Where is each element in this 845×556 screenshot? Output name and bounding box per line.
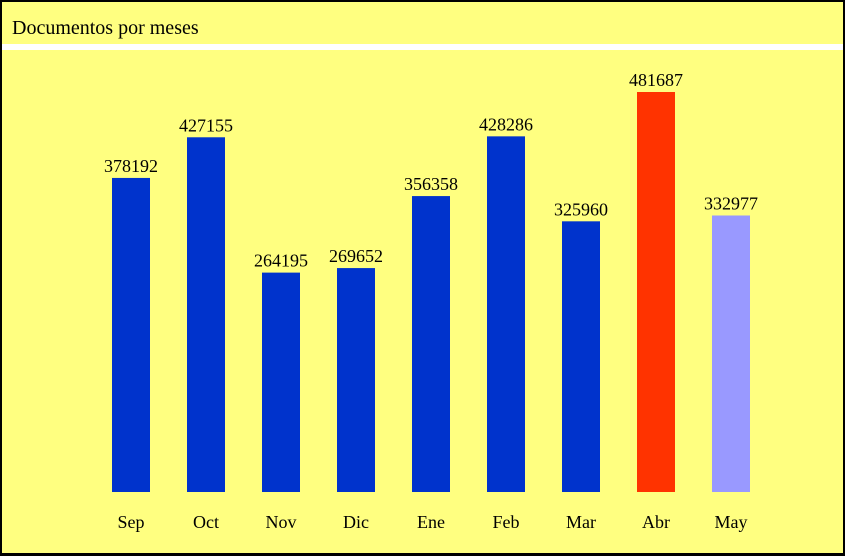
header bbox=[2, 2, 843, 44]
bar bbox=[487, 136, 525, 493]
x-tick-label: Mar bbox=[566, 512, 596, 532]
value-label: 269652 bbox=[329, 246, 383, 266]
x-tick-label: Oct bbox=[193, 512, 219, 532]
bar bbox=[562, 221, 600, 493]
separator bbox=[2, 44, 843, 50]
bar bbox=[112, 177, 150, 492]
value-label: 325960 bbox=[554, 199, 608, 219]
x-tick-label: Ene bbox=[417, 512, 445, 532]
bar bbox=[187, 137, 225, 492]
value-label: 332977 bbox=[704, 193, 758, 213]
bar bbox=[412, 196, 450, 492]
x-tick-label: Sep bbox=[118, 512, 145, 532]
x-tick-label: Dic bbox=[343, 512, 369, 532]
x-tick-label: Feb bbox=[493, 512, 520, 532]
chart-title: Documentos por meses bbox=[12, 17, 199, 39]
bar bbox=[337, 268, 375, 492]
value-label: 427155 bbox=[179, 115, 233, 135]
x-tick-label: Nov bbox=[266, 512, 297, 532]
x-tick-label: May bbox=[715, 512, 748, 532]
value-label: 428286 bbox=[479, 114, 533, 134]
value-label: 481687 bbox=[629, 70, 683, 90]
value-label: 356358 bbox=[404, 174, 458, 194]
x-tick-label: Abr bbox=[642, 512, 670, 532]
bar bbox=[712, 215, 750, 493]
bar bbox=[262, 272, 300, 492]
bar bbox=[637, 92, 675, 492]
value-label: 264195 bbox=[254, 251, 308, 271]
value-label: 378192 bbox=[104, 156, 158, 176]
